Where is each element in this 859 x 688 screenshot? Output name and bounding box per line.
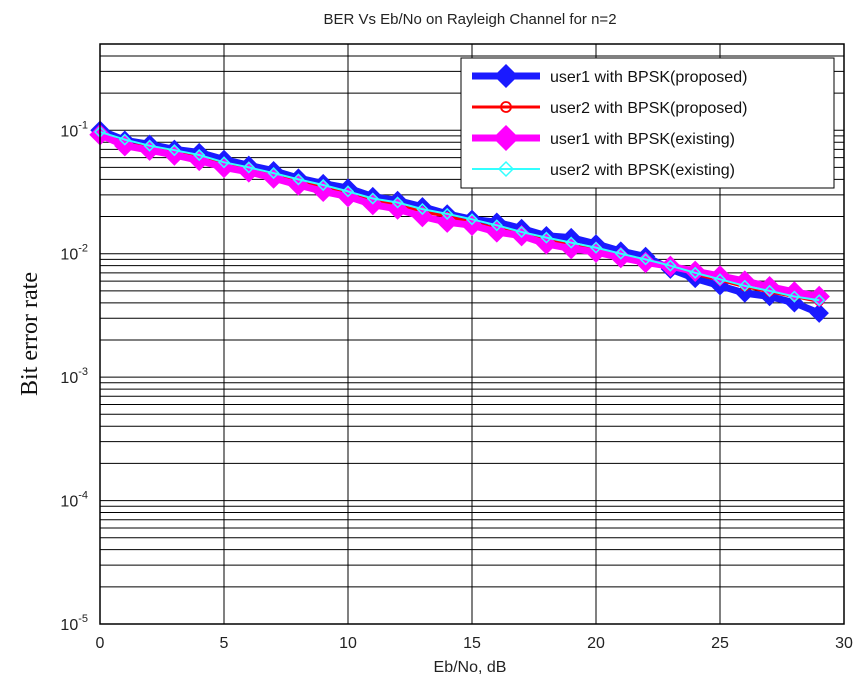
data-point bbox=[713, 273, 727, 286]
legend-entry: user2 with BPSK(proposed) bbox=[472, 100, 747, 117]
data-point bbox=[416, 202, 429, 216]
data-point bbox=[614, 247, 627, 260]
legend-marker bbox=[497, 160, 515, 178]
legend-entry: user2 with BPSK(existing) bbox=[472, 160, 735, 179]
data-point bbox=[366, 192, 379, 205]
data-point bbox=[784, 293, 805, 313]
legend-marker bbox=[500, 101, 512, 113]
data-point bbox=[436, 211, 458, 233]
data-point bbox=[738, 279, 751, 292]
data-point bbox=[441, 207, 454, 220]
y-tick-label: 10-1 bbox=[60, 119, 88, 140]
legend-label: user2 with BPSK(proposed) bbox=[550, 100, 747, 117]
data-point bbox=[143, 139, 156, 152]
y-tick-label: 10-4 bbox=[60, 490, 88, 511]
legend-marker bbox=[493, 63, 519, 89]
legend: user1 with BPSK(proposed) user2 with BPSK… bbox=[460, 57, 835, 189]
x-tick-label: 25 bbox=[711, 635, 729, 652]
y-axis-ticks: 10-1 10-2 10-3 10-4 10-5 bbox=[60, 119, 88, 634]
series-layer bbox=[89, 120, 830, 323]
data-point bbox=[788, 290, 801, 303]
x-tick-label: 15 bbox=[463, 635, 481, 652]
x-tick-label: 30 bbox=[835, 635, 853, 652]
data-point bbox=[242, 161, 255, 174]
legend-entry: user1 with BPSK(existing) bbox=[472, 124, 735, 152]
data-point bbox=[267, 167, 280, 180]
data-point bbox=[813, 294, 826, 307]
data-point bbox=[490, 219, 503, 232]
series-4 bbox=[93, 125, 826, 307]
data-point bbox=[684, 260, 706, 283]
chart-title: BER Vs Eb/No on Rayleigh Channel for n=2 bbox=[323, 11, 616, 28]
y-tick-label: 10-5 bbox=[60, 613, 88, 634]
data-point bbox=[639, 253, 652, 266]
x-tick-label: 20 bbox=[587, 635, 605, 652]
legend-entry: user1 with BPSK(proposed) bbox=[472, 63, 747, 89]
y-tick-label: 10-3 bbox=[60, 366, 88, 387]
data-point bbox=[292, 173, 305, 186]
data-point bbox=[510, 224, 533, 247]
legend-label: user1 with BPSK(existing) bbox=[550, 131, 735, 148]
data-point bbox=[317, 178, 330, 192]
data-point bbox=[341, 185, 355, 198]
data-point bbox=[168, 144, 181, 157]
data-point bbox=[565, 236, 578, 249]
data-point bbox=[217, 156, 231, 169]
data-point bbox=[411, 205, 434, 228]
x-axis-ticks: 0 5 10 15 20 25 30 bbox=[96, 635, 853, 652]
plot-frame bbox=[99, 43, 845, 625]
data-point bbox=[808, 285, 830, 308]
legend-label: user1 with BPSK(proposed) bbox=[550, 69, 747, 86]
data-point bbox=[515, 225, 528, 239]
data-point bbox=[465, 213, 479, 226]
legend-box bbox=[460, 57, 835, 189]
data-point bbox=[540, 231, 553, 244]
legend-label: user2 with BPSK(existing) bbox=[550, 162, 735, 179]
x-tick-label: 10 bbox=[339, 635, 357, 652]
data-point bbox=[193, 148, 206, 162]
legend-marker bbox=[492, 124, 520, 152]
data-point bbox=[809, 303, 829, 323]
y-tick-label: 10-2 bbox=[60, 243, 88, 264]
x-axis-label: Eb/No, dB bbox=[434, 659, 507, 676]
y-axis-label: Bit error rate bbox=[17, 272, 43, 396]
data-point bbox=[763, 284, 776, 297]
x-tick-label: 5 bbox=[220, 635, 229, 652]
data-point bbox=[118, 133, 131, 146]
data-point bbox=[114, 134, 136, 157]
data-point bbox=[589, 241, 603, 254]
x-tick-label: 0 bbox=[96, 635, 105, 652]
data-point bbox=[391, 196, 404, 209]
data-point bbox=[689, 266, 702, 279]
data-point bbox=[664, 259, 677, 272]
